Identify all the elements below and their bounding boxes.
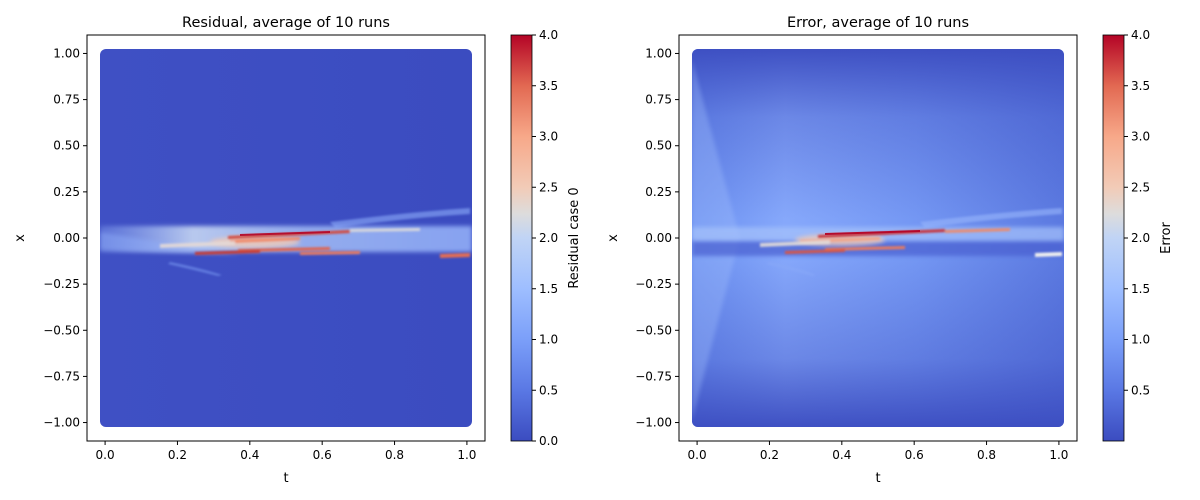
residual-x-tick-label: 0.0 [96,448,115,462]
residual-y-tick-label: 0.50 [53,139,80,153]
error-y-ticks: 1.00 0.75 0.50 0.25 0.00 −0.25 −0.50 −0.75 −1.00 [635,46,679,430]
error-colorbar [1102,34,1125,442]
residual-x-tick-label: 1.0 [457,448,476,462]
error-y-label: x [606,234,621,242]
residual-heatmap [100,49,472,427]
residual-colorbar-tick-label: 0.0 [539,434,558,448]
error-colorbar-tick-label: 1.0 [1131,333,1150,347]
residual-y-label: x [13,234,28,242]
residual-y-ticks: 1.00 0.75 0.50 0.25 0.00 −0.25 −0.50 −0.75 −1.00 [43,46,87,430]
error-panel: Error, average of 10 runs 0.0 0.2 [606,15,1174,486]
error-y-tick-label: 1.00 [645,46,672,60]
residual-hot-streaks [160,228,470,258]
error-streak [785,249,845,254]
residual-streak [195,250,260,255]
error-x-tick-label: 0.4 [832,448,851,462]
error-streak [945,228,1010,233]
residual-streak [238,247,330,252]
residual-panel: Residual, average of 10 runs [13,15,582,486]
error-colorbar-tick-label: 2.5 [1131,180,1150,194]
residual-colorbar-tick-label: 4.0 [539,28,558,42]
error-y-tick-label: 0.50 [645,139,672,153]
error-y-tick-label: −0.50 [635,323,672,337]
error-streak [760,240,830,247]
residual-colorbar-label: Residual case 0 [567,187,582,288]
error-colorbar-label: Error [1159,222,1174,254]
residual-colorbar-ticks: 0.0 0.5 1.0 1.5 2.0 2.5 3.0 3.5 4.0 [532,28,558,448]
residual-colorbar-tick-label: 0.5 [539,383,558,397]
residual-y-tick-label: 1.00 [53,46,80,60]
residual-x-ticks: 0.0 0.2 0.4 0.6 0.8 1.0 [96,441,476,462]
error-y-tick-label: −0.25 [635,277,672,291]
residual-x-tick-label: 0.2 [168,448,187,462]
residual-colorbar-tick-label: 3.5 [539,79,558,93]
error-tail [766,262,816,276]
residual-y-tick-label: −1.00 [43,416,80,430]
residual-streak [160,241,235,248]
error-y-tick-label: 0.25 [645,185,672,199]
error-title: Error, average of 10 runs [787,15,969,31]
error-y-tick-label: 0.00 [645,231,672,245]
residual-tail [168,262,222,276]
residual-title: Residual, average of 10 runs [182,15,390,31]
error-colorbar-tick-label: 0.5 [1131,383,1150,397]
error-x-tick-label: 0.0 [688,448,707,462]
error-colorbar-ticks: 0.5 1.0 1.5 2.0 2.5 3.0 3.5 4.0 [1124,28,1150,397]
error-x-tick-label: 0.6 [905,448,924,462]
residual-y-tick-label: 0.25 [53,185,80,199]
residual-wedge [100,232,240,255]
error-x-label: t [875,471,880,486]
error-colorbar-tick-label: 2.0 [1131,231,1150,245]
residual-y-tick-label: 0.75 [53,93,80,107]
residual-colorbar-tick-label: 3.0 [539,130,558,144]
error-y-tick-label: −1.00 [635,416,672,430]
error-colorbar-tick-label: 1.5 [1131,282,1150,296]
residual-y-tick-label: 0.00 [53,231,80,245]
residual-streak [230,237,300,243]
residual-y-tick-label: −0.25 [43,277,80,291]
residual-colorbar-tick-label: 1.5 [539,282,558,296]
error-y-tick-label: 0.75 [645,93,672,107]
error-x-tick-label: 1.0 [1049,448,1068,462]
error-red-highlight [825,230,920,235]
error-heatmap [692,49,1064,427]
residual-colorbar-tick-label: 1.0 [539,333,558,347]
residual-x-label: t [283,471,288,486]
residual-red-highlight [240,231,330,236]
error-y-tick-label: −0.75 [635,369,672,383]
residual-streak [350,228,420,232]
residual-colorbar-tick-label: 2.5 [539,180,558,194]
error-colorbar-tick-label: 3.0 [1131,130,1150,144]
error-colorbar-tick-label: 4.0 [1131,28,1150,42]
error-colorbar-tick-label: 3.5 [1131,79,1150,93]
residual-colorbar-tick-label: 2.0 [539,231,558,245]
error-streak [1035,252,1062,257]
residual-upper-streak [330,208,470,228]
error-x-tick-label: 0.2 [760,448,779,462]
residual-x-tick-label: 0.8 [385,448,404,462]
residual-streak [300,251,360,255]
residual-x-tick-label: 0.4 [240,448,259,462]
error-upper-streak [920,208,1062,228]
error-x-tick-label: 0.8 [977,448,996,462]
residual-streak [440,253,470,258]
residual-x-tick-label: 0.6 [313,448,332,462]
residual-y-tick-label: −0.50 [43,323,80,337]
error-x-ticks: 0.0 0.2 0.4 0.6 0.8 1.0 [688,441,1068,462]
residual-colorbar [510,34,533,442]
residual-y-tick-label: −0.75 [43,369,80,383]
